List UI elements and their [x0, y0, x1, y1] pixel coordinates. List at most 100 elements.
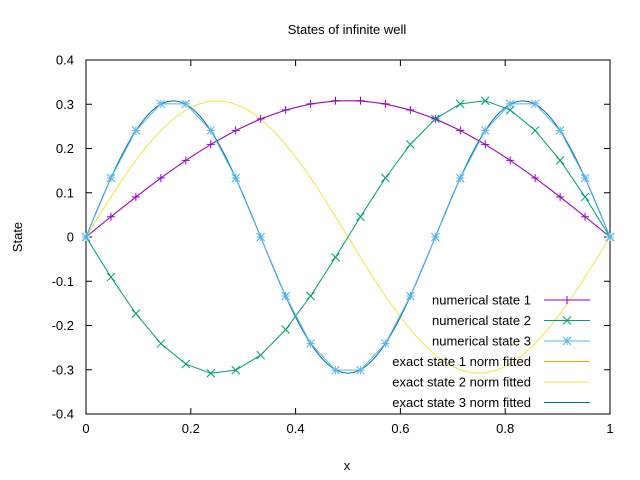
- data-point: [555, 126, 565, 135]
- data-point-stroke: [231, 173, 241, 183]
- series-line: [85, 103, 611, 371]
- data-point: [181, 99, 191, 109]
- data-point-stroke: [156, 99, 166, 109]
- series-exact-state-1-norm-fitted: [85, 100, 611, 238]
- data-point-stroke: [455, 173, 465, 183]
- data-point-stroke: [256, 232, 266, 242]
- data-point-stroke: [430, 232, 440, 242]
- data-point: [256, 232, 266, 242]
- data-point: [231, 173, 241, 183]
- data-point: [530, 126, 540, 135]
- data-point-stroke: [331, 365, 340, 375]
- data-point: [356, 212, 365, 222]
- data-point-stroke: [480, 96, 490, 106]
- data-point-stroke: [131, 126, 141, 135]
- legend-item: exact state 3 norm fitted: [392, 395, 590, 410]
- data-point: [381, 173, 390, 183]
- x-tick-label: 0.4: [287, 421, 305, 436]
- legend-marker: [562, 336, 572, 346]
- data-point-stroke: [530, 126, 540, 135]
- data-point-stroke: [81, 232, 91, 242]
- data-point: [506, 156, 515, 165]
- data-point: [406, 140, 415, 149]
- data-point: [556, 192, 565, 201]
- x-tick-label: 0.2: [182, 421, 200, 436]
- data-point-stroke: [181, 359, 191, 369]
- data-point-stroke: [505, 105, 515, 115]
- legend-marker: [562, 316, 572, 325]
- data-point: [281, 291, 290, 301]
- legend-label: exact state 2 norm fitted: [392, 375, 531, 390]
- data-point: [381, 339, 390, 348]
- y-tick-label: -0.2: [52, 318, 74, 333]
- legend-item: numerical state 2: [432, 313, 590, 328]
- data-point: [106, 272, 116, 282]
- data-point-stroke: [231, 365, 241, 375]
- data-point-stroke: [356, 365, 365, 375]
- y-tick-label: 0.2: [56, 141, 74, 156]
- data-point-stroke: [331, 252, 340, 262]
- data-point-stroke: [480, 126, 490, 135]
- data-point: [580, 192, 590, 202]
- legend-marker: [563, 296, 571, 304]
- data-point-stroke: [406, 291, 415, 301]
- data-point: [331, 96, 340, 105]
- data-point: [505, 99, 515, 109]
- data-point-stroke: [356, 212, 365, 222]
- x-tick-label: 1: [606, 421, 613, 436]
- data-point: [181, 156, 190, 165]
- data-point-stroke: [306, 291, 315, 301]
- data-point: [531, 174, 540, 183]
- data-point: [555, 156, 565, 165]
- data-point-stroke: [562, 336, 572, 346]
- y-tick-label: 0.3: [56, 97, 74, 112]
- series-line: [85, 100, 611, 374]
- data-point: [480, 96, 490, 106]
- data-point: [156, 99, 166, 109]
- data-point: [306, 339, 315, 348]
- series-line: [85, 100, 611, 374]
- data-point: [156, 174, 165, 183]
- y-axis-label: State: [10, 222, 25, 252]
- y-tick-label: 0: [67, 230, 74, 245]
- data-point: [455, 99, 465, 109]
- data-point: [406, 291, 415, 301]
- series-line: [85, 100, 611, 238]
- data-point: [481, 140, 490, 149]
- data-point-stroke: [605, 232, 615, 242]
- data-point-stroke: [580, 192, 590, 202]
- data-point-stroke: [256, 350, 266, 360]
- data-point: [281, 325, 290, 334]
- legend-label: exact state 1 norm fitted: [392, 354, 531, 369]
- data-point-stroke: [156, 339, 166, 348]
- data-point: [480, 126, 490, 135]
- axes: 0 0.2 0.4 0.6 0.8 1 -0.4 -0.3 -0.2 -0.1 0 0.1 0.2 0.3…: [52, 53, 614, 437]
- data-point: [181, 359, 191, 369]
- data-point: [331, 252, 340, 262]
- y-tick-label: 0.1: [56, 185, 74, 200]
- data-point-stroke: [281, 291, 290, 301]
- data-point: [331, 365, 340, 375]
- data-point: [455, 173, 465, 183]
- data-point: [131, 126, 141, 135]
- series-numerical-state-2: [81, 96, 615, 378]
- data-point-stroke: [106, 173, 116, 183]
- x-tick-label: 0.8: [496, 421, 514, 436]
- data-point: [580, 173, 590, 183]
- legend-label: numerical state 3: [432, 334, 531, 349]
- series-numerical-state-1: [82, 96, 614, 241]
- data-point-stroke: [131, 309, 141, 318]
- data-point: [106, 173, 116, 183]
- data-point-stroke: [430, 114, 440, 124]
- data-point-stroke: [406, 140, 415, 149]
- data-point-stroke: [530, 99, 540, 109]
- data-point-stroke: [206, 126, 216, 135]
- x-tick-label: 0.6: [391, 421, 409, 436]
- data-point: [131, 309, 141, 318]
- data-point-stroke: [555, 156, 565, 165]
- x-axis-label: x: [344, 458, 351, 473]
- legend-label: exact state 3 norm fitted: [392, 395, 531, 410]
- y-tick-label: 0.4: [56, 53, 74, 68]
- y-tick-label: -0.1: [52, 274, 74, 289]
- data-point: [231, 126, 240, 135]
